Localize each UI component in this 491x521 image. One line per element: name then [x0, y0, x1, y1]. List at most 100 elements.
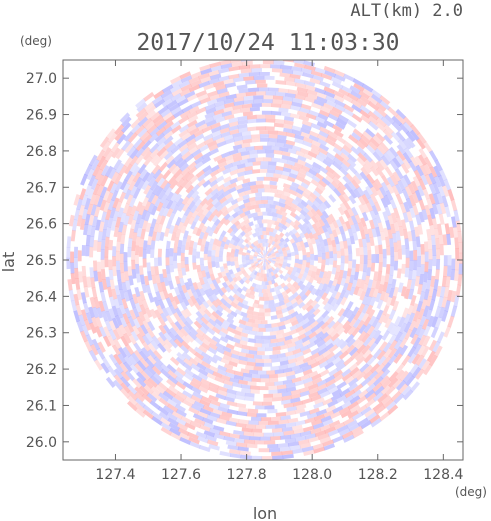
echo-cell: [157, 248, 162, 258]
echo-cell: [101, 269, 106, 280]
echo-cell: [321, 253, 326, 260]
echo-cell: [213, 80, 225, 88]
echo-cell: [139, 238, 145, 248]
echo-cell: [264, 254, 265, 259]
echo-cell: [89, 193, 97, 206]
echo-cell: [143, 275, 150, 286]
echo-cell: [181, 351, 192, 361]
echo-cell: [223, 134, 234, 141]
echo-cell: [154, 266, 160, 276]
echo-cell: [111, 190, 119, 202]
echo-cell: [336, 326, 346, 336]
echo-cell: [253, 254, 258, 257]
echo-cell: [294, 380, 305, 387]
echo-cell: [338, 215, 346, 225]
echo-cell: [115, 162, 125, 174]
echo-cell: [204, 367, 215, 375]
echo-cell: [407, 231, 413, 242]
echo-cell: [375, 292, 382, 303]
echo-cell: [198, 345, 208, 354]
echo-cell: [314, 220, 322, 229]
echo-cell: [325, 378, 336, 387]
echo-cell: [297, 333, 307, 341]
echo-cell: [315, 154, 325, 163]
echo-cell: [291, 301, 299, 309]
echo-cell: [434, 316, 443, 329]
echo-cell: [230, 273, 236, 279]
echo-cell: [226, 93, 237, 100]
echo-cell: [247, 241, 252, 246]
echo-cell: [175, 229, 182, 238]
echo-cell: [175, 356, 186, 366]
echo-cell: [436, 331, 445, 344]
echo-cell: [169, 179, 178, 190]
echo-cell: [237, 241, 243, 247]
echo-cell: [393, 207, 400, 218]
echo-cell: [278, 269, 284, 275]
echo-cell: [450, 305, 458, 318]
echo-cell: [257, 219, 262, 224]
echo-cell: [237, 233, 243, 240]
echo-cell: [294, 258, 299, 264]
echo-cell: [218, 235, 224, 242]
echo-cell: [416, 138, 426, 150]
echo-cell: [389, 265, 395, 276]
echo-cell: [176, 294, 184, 304]
echo-cell: [187, 166, 197, 175]
echo-cell: [279, 72, 291, 78]
echo-cell: [349, 235, 356, 245]
y-unit-label: (deg): [20, 34, 52, 48]
echo-cell: [315, 331, 324, 339]
echo-cell: [217, 161, 227, 169]
echo-cell: [439, 244, 444, 256]
echo-cell: [143, 312, 151, 324]
echo-cell: [322, 397, 333, 406]
echo-cell: [287, 176, 296, 183]
echo-cell: [265, 246, 268, 251]
echo-cell: [155, 173, 164, 183]
echo-cell: [390, 223, 396, 234]
echo-cell: [255, 231, 260, 237]
echo-cell: [244, 321, 253, 327]
echo-cell: [310, 320, 319, 329]
echo-cell: [104, 150, 114, 162]
echo-cell: [428, 339, 437, 352]
echo-cell: [351, 104, 362, 113]
echo-cell: [346, 301, 354, 311]
echo-cell: [372, 218, 379, 229]
echo-cell: [169, 432, 182, 441]
echo-cell: [358, 238, 364, 248]
echo-cell: [267, 196, 274, 201]
echo-cell: [169, 427, 181, 436]
echo-cell: [198, 368, 209, 377]
echo-cell: [151, 194, 159, 205]
echo-cell: [301, 322, 310, 330]
echo-cell: [368, 370, 379, 381]
echo-cell: [257, 254, 262, 258]
echo-cell: [296, 267, 302, 274]
echo-cell: [299, 345, 309, 352]
echo-cell: [101, 310, 109, 322]
echo-cell: [237, 351, 247, 358]
echo-cell: [299, 374, 310, 381]
echo-cell: [233, 333, 242, 341]
echo-cell: [272, 228, 278, 234]
echo-cell: [136, 227, 143, 238]
echo-cell: [311, 215, 319, 224]
echo-cell: [256, 248, 261, 253]
echo-cell: [260, 374, 270, 379]
echo-cell: [409, 220, 415, 232]
echo-cell: [251, 137, 261, 143]
echo-cell: [158, 397, 170, 407]
echo-cell: [243, 272, 249, 278]
echo-cell: [204, 289, 211, 298]
echo-cell: [347, 325, 356, 336]
echo-cell: [246, 226, 253, 232]
echo-cell: [377, 235, 383, 246]
echo-cell: [98, 300, 105, 312]
echo-cell: [184, 308, 192, 317]
echo-cell: [280, 111, 291, 117]
echo-cell: [201, 338, 211, 347]
echo-cell: [252, 265, 257, 270]
echo-cell: [156, 201, 164, 212]
